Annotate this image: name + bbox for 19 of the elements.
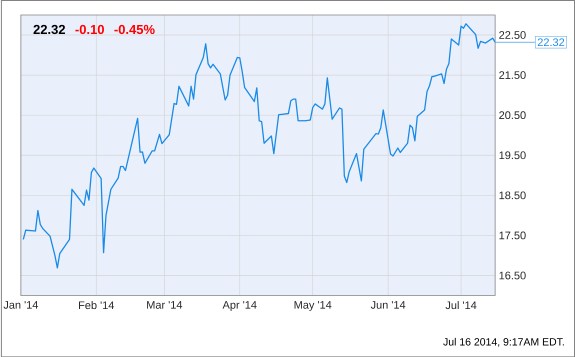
x-tick-label: May '14 (294, 300, 332, 311)
y-tick-label: 18.50 (499, 191, 526, 200)
y-tick-label: 17.50 (499, 231, 526, 240)
x-tick-label: Feb '14 (79, 300, 114, 309)
y-tick-label: 22.50 (499, 30, 526, 39)
y-tick-label: 21.50 (499, 70, 526, 79)
text: 22.32 (538, 38, 564, 46)
x-tick-label: Jul '14 (446, 300, 476, 309)
annotation: -0.45% (114, 24, 155, 34)
x-tick-label: Jan '14 (4, 300, 38, 309)
y-tick-label: 20.50 (499, 111, 526, 119)
x-tick-label: Mar '14 (147, 300, 182, 309)
annotation: -0.10 (75, 24, 104, 34)
x-tick-label: Jun '14 (370, 300, 406, 309)
annotation: 22.32 (34, 24, 66, 34)
y-tick-label: 16.50 (499, 271, 526, 280)
x-tick-label: Apr '14 (222, 300, 257, 311)
text: Jul 16 2014, 9:17AM EDT. (443, 338, 564, 347)
y-tick-label: 19.50 (499, 151, 526, 159)
